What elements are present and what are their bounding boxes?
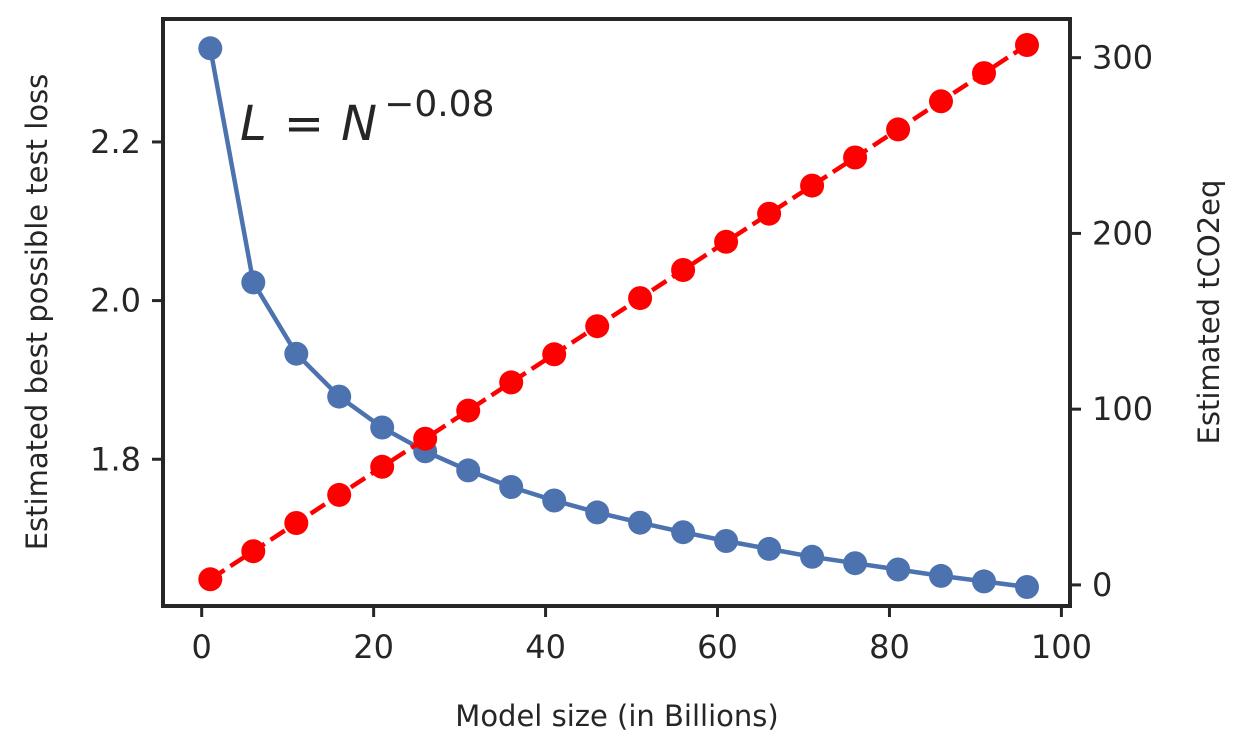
formula-exponent: −0.08 (384, 84, 494, 125)
y-right-axis-label: Estimated tCO2eq (1192, 180, 1226, 445)
series-1-point-9 (585, 314, 610, 339)
series-1-point-1 (241, 539, 266, 564)
series-0-point-7 (499, 475, 524, 499)
series-1-point-17 (929, 89, 953, 114)
formula-annotation: L = N −0.08 (240, 84, 494, 152)
series-1-line (209, 43, 1029, 582)
x-tick-label-100: 100 (1031, 628, 1092, 666)
series-1-point-0 (198, 567, 223, 592)
series-1-point-6 (456, 398, 481, 423)
series-1-point-11 (671, 258, 696, 282)
series-1-point-8 (542, 342, 567, 367)
y-left-axis-label: Estimated best possible test loss (20, 74, 54, 551)
formula-l: L (240, 96, 267, 152)
series-1-point-2 (284, 511, 309, 535)
series-0-point-13 (757, 536, 782, 561)
y-left-tick-label-2.2: 2.2 (90, 123, 141, 161)
series-1-point-19 (1015, 33, 1039, 57)
series-0-point-0 (198, 36, 223, 61)
y-right-tick-label-300: 300 (1092, 39, 1153, 77)
series-1-point-12 (714, 229, 739, 254)
series-0-point-6 (456, 458, 481, 483)
series-0-point-14 (800, 544, 825, 569)
series-0-point-15 (843, 551, 868, 576)
series-0-point-10 (628, 510, 653, 535)
y-right-tick-label-200: 200 (1092, 214, 1153, 252)
series-1-point-15 (843, 145, 868, 170)
series-0-point-3 (327, 384, 352, 409)
series-1-point-14 (800, 173, 825, 198)
series-0-point-18 (972, 569, 996, 594)
marks-layer (198, 33, 1039, 599)
series-0-point-1 (241, 270, 266, 295)
series-0-point-9 (585, 500, 610, 525)
x-tick-label-0: 0 (192, 628, 212, 666)
x-tick-label-80: 80 (869, 628, 910, 666)
plot-frame (161, 17, 1072, 608)
series-1-point-18 (972, 61, 996, 86)
series-1-point-10 (628, 286, 653, 311)
series-0-point-2 (284, 341, 309, 366)
series-1-point-3 (327, 482, 352, 507)
series-0-point-12 (714, 529, 739, 553)
series-0-point-17 (929, 563, 953, 588)
formula-n: N (341, 96, 377, 152)
series-0-point-4 (370, 415, 395, 440)
series-1-point-7 (499, 370, 524, 395)
formula-equals: = (284, 96, 324, 152)
y-left-tick-label-1.8: 1.8 (90, 440, 141, 478)
series-0-point-8 (542, 488, 567, 513)
series-1-point-5 (413, 426, 438, 451)
x-tick-label-20: 20 (353, 628, 394, 666)
x-tick-label-60: 60 (697, 628, 738, 666)
y-right-tick-label-0: 0 (1092, 566, 1112, 604)
series-0-point-11 (671, 520, 696, 545)
series-1-point-4 (370, 454, 395, 479)
series-1-point-13 (757, 201, 782, 226)
x-tick-label-40: 40 (525, 628, 566, 666)
series-0-point-19 (1015, 575, 1039, 599)
y-right-tick-label-100: 100 (1092, 390, 1153, 428)
series-1-point-16 (886, 117, 911, 142)
series-0-point-16 (886, 557, 911, 582)
x-axis-label: Model size (in Billions) (455, 699, 778, 733)
y-left-tick-label-2.0: 2.0 (90, 282, 141, 320)
